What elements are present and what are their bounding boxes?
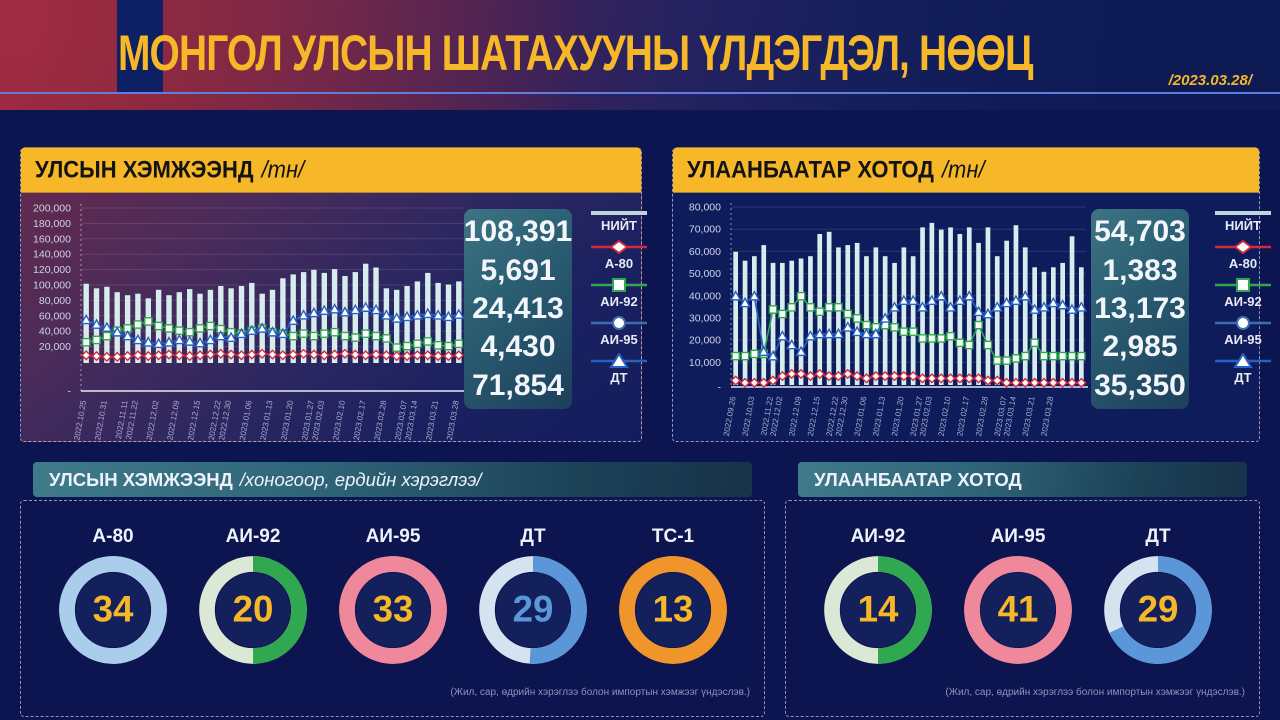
svg-text:-: - [68,386,72,398]
svg-text:14: 14 [858,588,899,629]
svg-text:2022.12.09: 2022.12.09 [165,399,181,441]
svg-text:2023.03.21: 2023.03.21 [1021,395,1037,437]
svg-text:2023.01.06: 2023.01.06 [853,395,869,437]
svg-text:40,000: 40,000 [689,290,721,302]
svg-text:2023.01.06: 2023.01.06 [238,399,254,441]
svg-text:40,000: 40,000 [39,326,71,338]
svg-text:200,000: 200,000 [33,203,71,215]
svg-text:100,000: 100,000 [33,280,71,292]
svg-text:60,000: 60,000 [689,246,721,258]
svg-text:2023.02.10: 2023.02.10 [331,399,347,441]
svg-text:2022.10.03: 2022.10.03 [741,395,757,437]
svg-text:60,000: 60,000 [39,310,71,322]
svg-text:20: 20 [233,588,274,629]
svg-text:140,000: 140,000 [33,249,71,261]
svg-text:2023.02.17: 2023.02.17 [955,395,971,437]
svg-text:180,000: 180,000 [33,218,71,230]
svg-text:2022.12.09: 2022.12.09 [787,395,803,437]
svg-text:2022.12.15: 2022.12.15 [186,399,202,441]
svg-text:2023.02.17: 2023.02.17 [352,399,368,441]
svg-text:2022.10.25: 2022.10.25 [72,399,88,441]
svg-text:2023.03.21: 2023.03.21 [424,399,440,441]
svg-text:2023.01.20: 2023.01.20 [890,395,906,437]
svg-text:2023.02.10: 2023.02.10 [937,395,953,437]
svg-text:120,000: 120,000 [33,264,71,276]
svg-text:10,000: 10,000 [689,357,721,369]
svg-text:2023.03.28: 2023.03.28 [1039,395,1055,437]
svg-text:160,000: 160,000 [33,233,71,245]
svg-text:2022.12.02: 2022.12.02 [145,399,161,441]
svg-text:-: - [718,382,722,394]
svg-text:2022.12.15: 2022.12.15 [806,395,822,437]
svg-text:2023.01.20: 2023.01.20 [279,399,295,441]
svg-text:2023.03.28: 2023.03.28 [445,399,461,441]
svg-text:80,000: 80,000 [39,295,71,307]
svg-text:2023.02.28: 2023.02.28 [974,395,990,437]
svg-text:29: 29 [513,588,554,629]
svg-text:33: 33 [373,588,414,629]
svg-text:2023.02.28: 2023.02.28 [373,399,389,441]
svg-text:29: 29 [1138,588,1179,629]
svg-text:41: 41 [998,588,1039,629]
svg-text:30,000: 30,000 [689,313,721,325]
svg-text:2022.10.31: 2022.10.31 [93,399,109,441]
svg-text:20,000: 20,000 [39,341,71,353]
svg-text:2023.01.13: 2023.01.13 [259,399,275,441]
svg-text:70,000: 70,000 [689,224,721,236]
svg-text:20,000: 20,000 [689,335,721,347]
svg-text:34: 34 [93,588,134,629]
svg-text:80,000: 80,000 [689,202,721,214]
svg-text:50,000: 50,000 [689,268,721,280]
svg-text:2023.01.13: 2023.01.13 [871,395,887,437]
svg-text:13: 13 [653,588,694,629]
svg-text:2022.09.26: 2022.09.26 [722,395,738,437]
